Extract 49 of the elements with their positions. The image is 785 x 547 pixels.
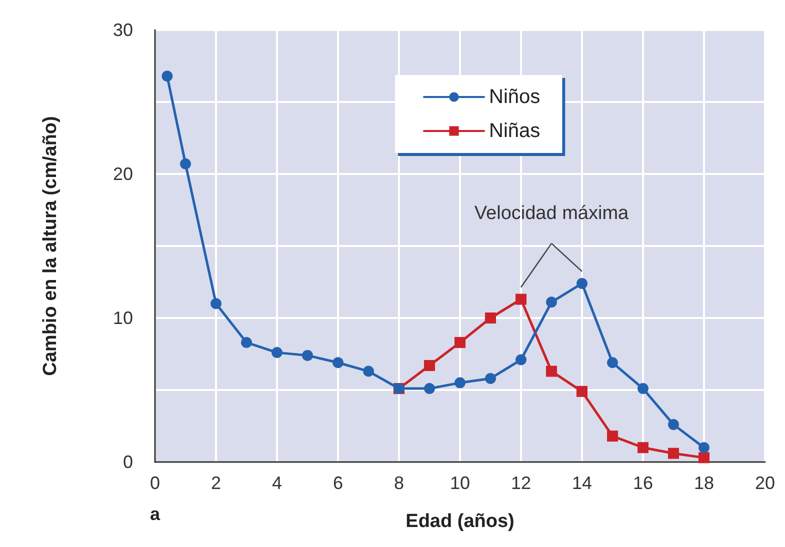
y-tick-label: 10 [112,308,133,328]
legend-label: Niños [489,86,540,108]
x-axis-title: Edad (años) [406,511,514,532]
point [363,366,374,377]
point [210,298,222,310]
point [162,70,173,82]
x-tick-label: 18 [694,473,714,493]
point [302,350,313,361]
y-tick-label: 30 [112,20,133,40]
point [576,386,588,397]
x-tick-label: 10 [450,473,470,493]
x-tick-label: 12 [510,473,532,493]
point [698,452,710,464]
point [668,448,679,459]
point [668,419,679,430]
x-tick-label: 20 [754,473,776,493]
point [546,366,557,377]
point [485,312,496,324]
point [241,336,252,348]
point [272,347,282,358]
x-tick-label: 6 [332,473,344,493]
x-tick-label: 4 [272,473,282,493]
point [454,336,466,348]
point [424,383,435,394]
point [607,357,618,368]
y-tick-label: 0 [122,452,133,472]
point [546,296,557,308]
x-tick-label: 16 [632,473,654,493]
x-tick-label: 2 [210,473,222,493]
point [638,383,648,394]
x-tick-label: 14 [572,473,592,493]
point [180,158,191,170]
point [607,430,618,442]
x-tick-label: 0 [150,473,160,493]
annotation: Velocidad máxima [474,202,630,224]
x-tick-label: 8 [394,473,404,493]
legend-label: Niñas [489,120,540,142]
y-tick-label: 20 [112,164,133,184]
point [424,360,435,372]
point [516,354,526,366]
point [516,294,526,305]
point [332,357,344,368]
point [454,377,466,388]
text: a [150,504,161,524]
point [698,442,710,454]
point [638,442,648,454]
y-axis-title: Cambio en la altura (cm/año) [40,116,61,376]
point [485,372,496,384]
point [576,278,588,289]
